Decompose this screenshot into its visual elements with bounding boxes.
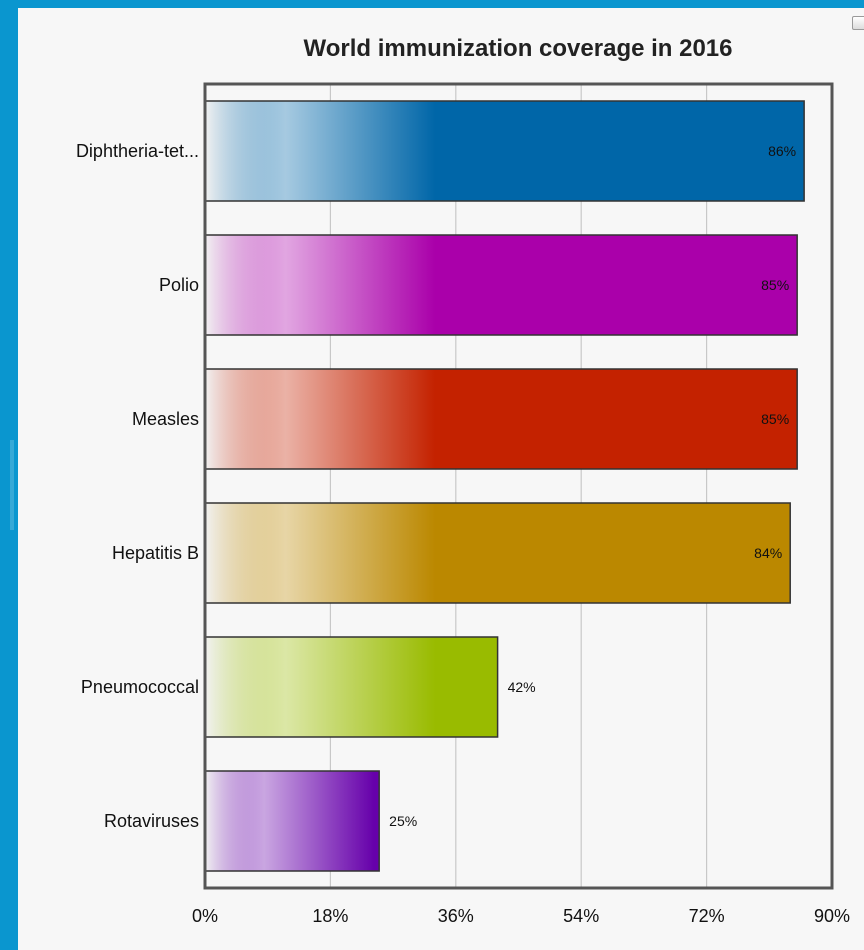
grid-lines xyxy=(329,84,708,888)
chart-title: World immunization coverage in 2016 xyxy=(304,35,733,62)
bar-value-label: 85% xyxy=(761,277,789,293)
plot-frame xyxy=(203,82,834,890)
bar-value-label: 86% xyxy=(768,143,796,159)
category-label: Diphtheria-tet... xyxy=(76,141,199,161)
bar-value-label: 84% xyxy=(754,545,782,561)
bar[interactable] xyxy=(204,100,805,202)
bar[interactable] xyxy=(204,636,499,738)
x-tick-label: 0% xyxy=(192,906,218,926)
category-labels: Diphtheria-tet... Polio Measles Hepatitis B… xyxy=(76,141,199,831)
bar-value-label: 42% xyxy=(508,679,536,695)
bar-value-label: 25% xyxy=(389,813,417,829)
category-label: Hepatitis B xyxy=(112,543,199,563)
bar[interactable] xyxy=(204,368,798,470)
category-label: Measles xyxy=(132,409,199,429)
bar[interactable] xyxy=(204,770,380,872)
x-axis-ticks: 0% 18% 36% 54% 72% 90% xyxy=(192,906,850,926)
x-tick-label: 36% xyxy=(438,906,474,926)
export-icon[interactable] xyxy=(852,16,864,30)
bar[interactable] xyxy=(204,234,798,336)
category-label: Rotaviruses xyxy=(104,811,199,831)
x-tick-label: 72% xyxy=(689,906,725,926)
bars: 86% 85% 85% 84% 42% 25% xyxy=(204,100,805,872)
side-tab-mark xyxy=(10,440,14,530)
category-label: Pneumococcal xyxy=(81,677,199,697)
category-label: Polio xyxy=(159,275,199,295)
x-tick-label: 54% xyxy=(563,906,599,926)
x-tick-label: 90% xyxy=(814,906,850,926)
x-tick-label: 18% xyxy=(312,906,348,926)
bar[interactable] xyxy=(204,502,791,604)
bar-value-label: 85% xyxy=(761,411,789,427)
